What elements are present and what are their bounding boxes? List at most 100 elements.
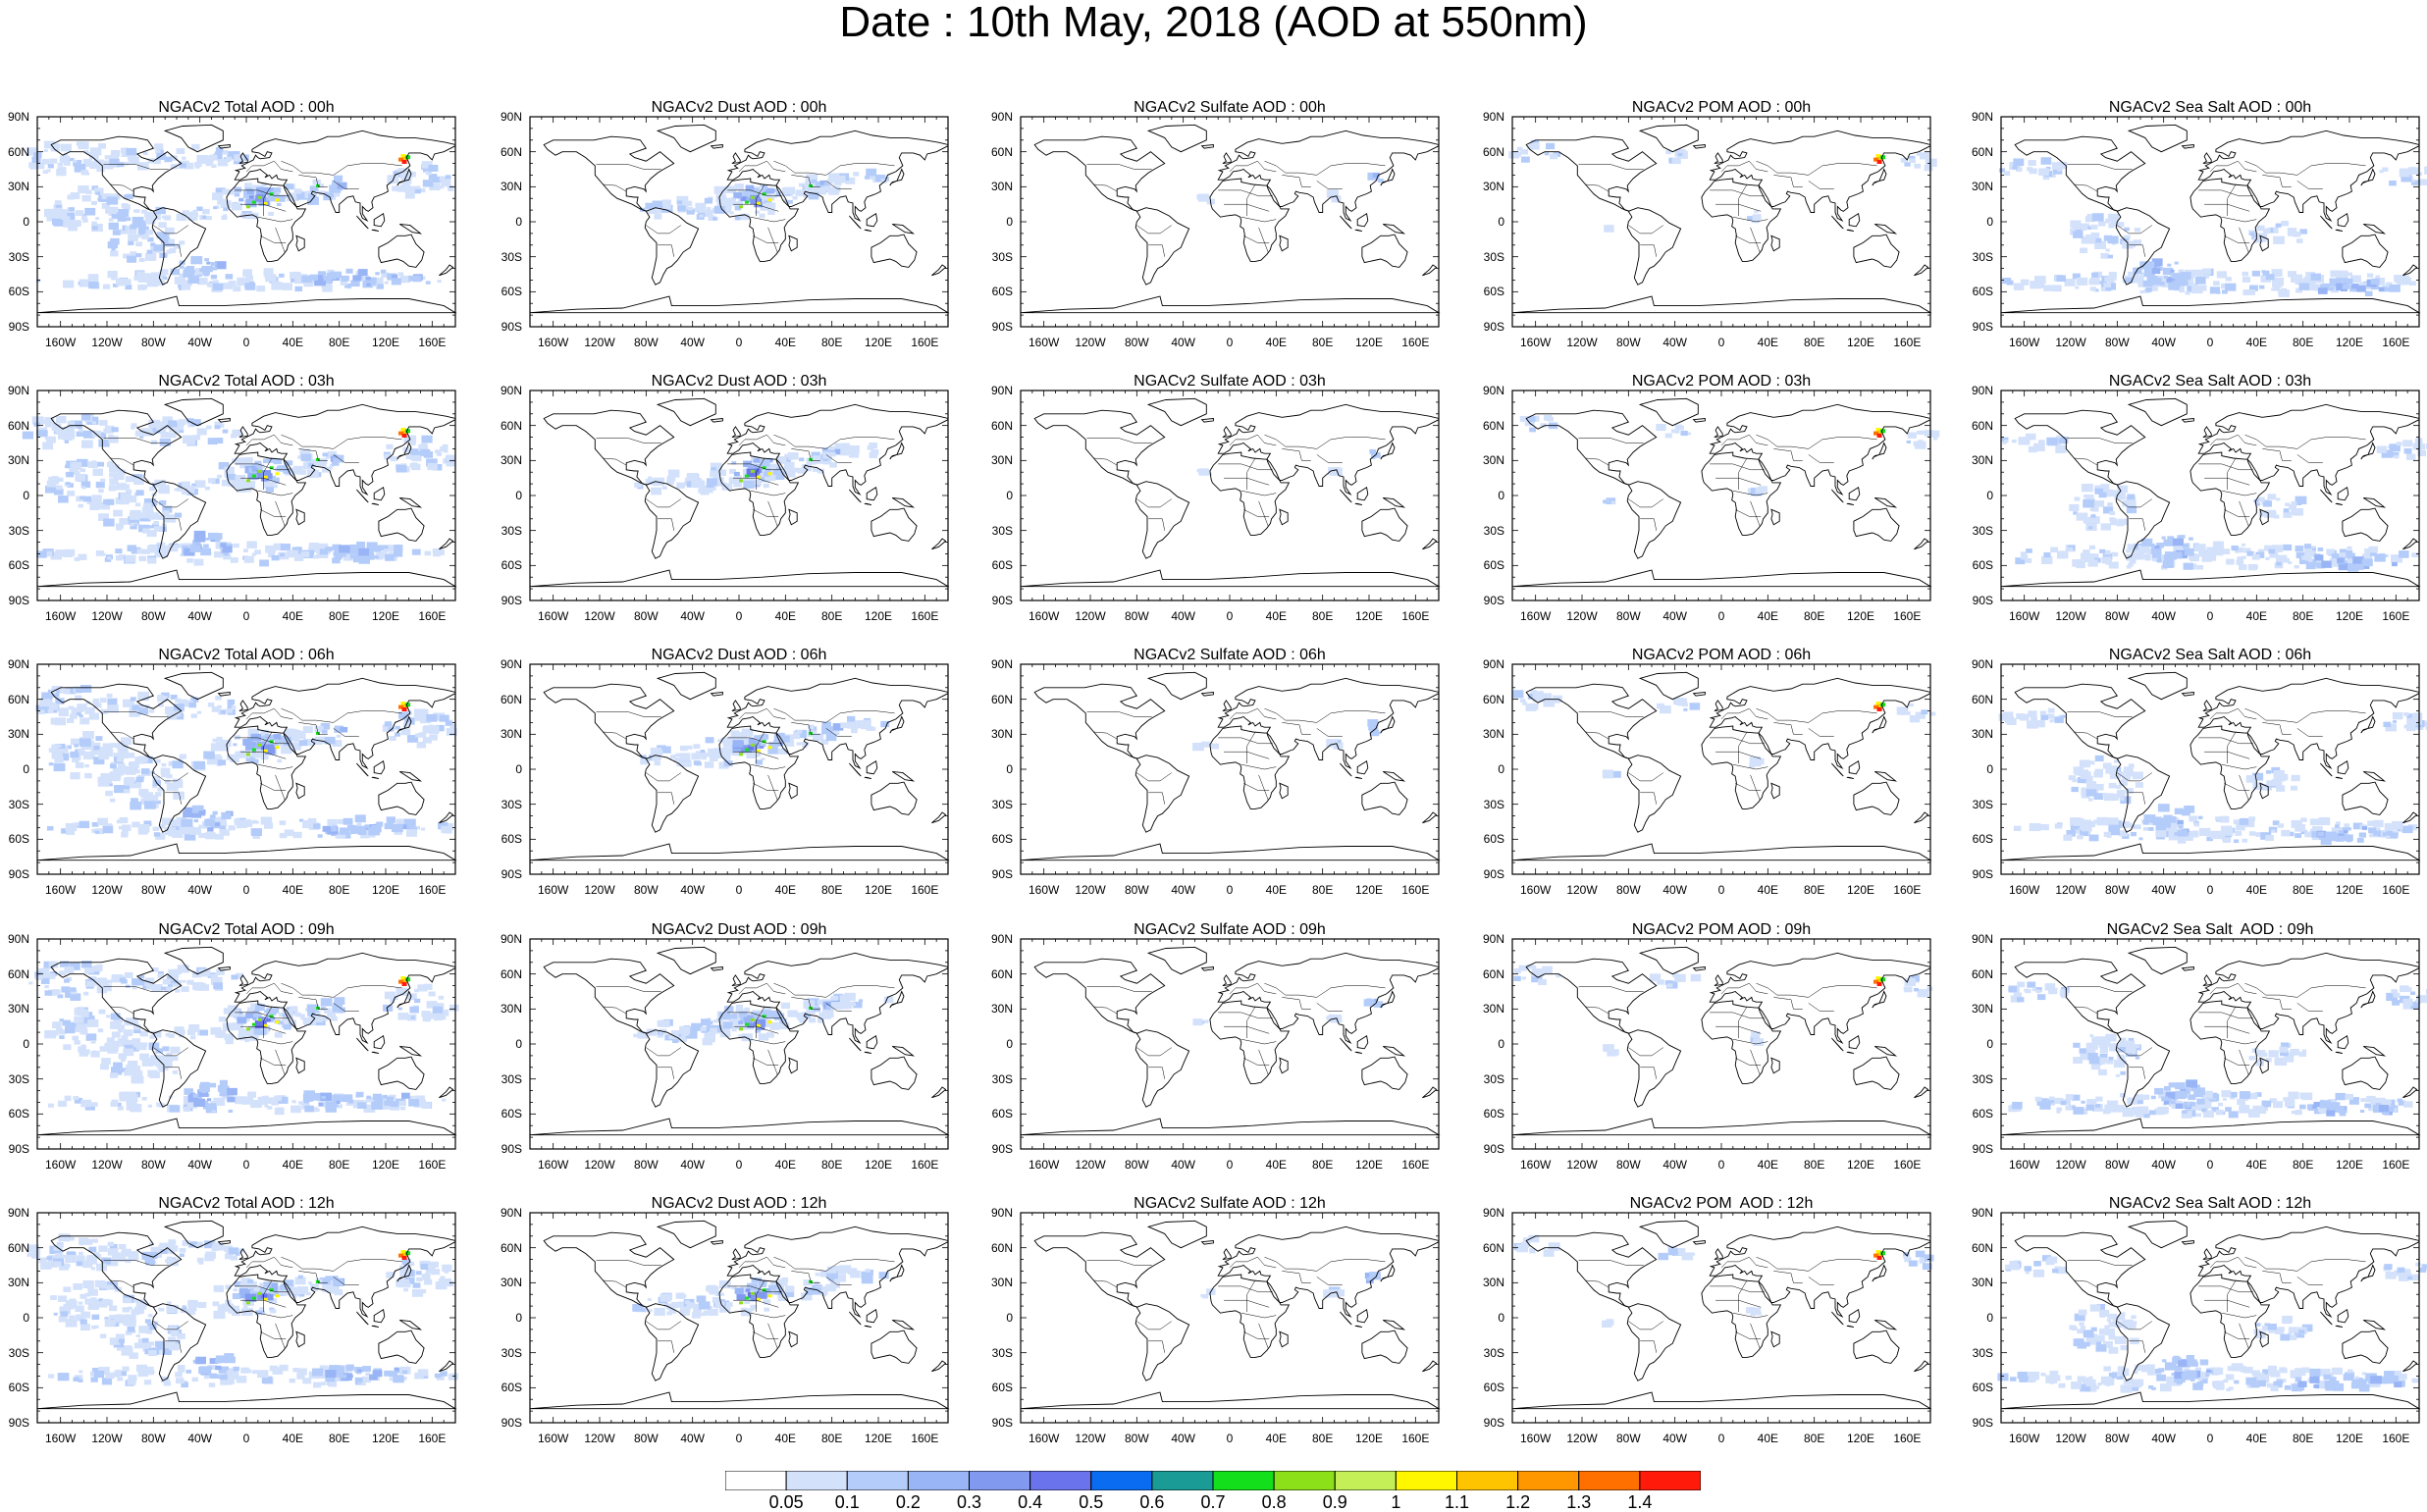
aod-cell (208, 703, 214, 706)
lon-label: 0 (1208, 884, 1251, 896)
aod-cell (2056, 445, 2065, 451)
aod-cell (687, 746, 693, 750)
lon-label: 40W (1654, 337, 1697, 348)
aod-cell (773, 469, 781, 475)
aod-cell (685, 201, 692, 206)
aod-hotspot (252, 749, 256, 752)
aod-cell (2101, 523, 2111, 530)
aod-cell (2339, 563, 2348, 570)
aod-cell (154, 143, 163, 149)
aod-cell (49, 762, 54, 765)
aod-cell (202, 209, 210, 214)
aod-cell (2295, 565, 2299, 568)
lon-label: 40W (2142, 610, 2186, 622)
aod-cell (154, 526, 162, 532)
aod-cell (61, 144, 72, 152)
aod-cell (92, 469, 103, 476)
aod-cell (97, 462, 104, 467)
aod-cell (2304, 544, 2311, 548)
lat-label: 90S (0, 868, 29, 880)
lon-label: 160E (1394, 337, 1437, 348)
aod-cell (267, 483, 273, 487)
aod-cell (85, 161, 93, 167)
aod-cell (63, 689, 71, 694)
aod-cell (385, 823, 394, 829)
aod-cell (295, 275, 301, 279)
aod-cell (68, 492, 74, 495)
lat-label: 60N (1960, 146, 1993, 158)
aod-cell (57, 212, 67, 219)
aod-cell (156, 423, 166, 430)
aod-cell (374, 555, 378, 558)
aod-cell (194, 559, 204, 566)
aod-cell (2075, 287, 2079, 289)
aod-cell (217, 475, 222, 478)
world-map (1512, 664, 1930, 874)
lat-label: 90N (489, 385, 522, 396)
lon-label: 40W (671, 337, 714, 348)
aod-cell (754, 458, 760, 462)
aod-cell (70, 752, 79, 757)
aod-cell (79, 280, 86, 285)
aod-cell (2273, 229, 2278, 232)
aod-cell (274, 734, 282, 740)
aod-cell (205, 832, 215, 839)
lat-label: 30N (979, 181, 1013, 192)
lon-label: 0 (717, 884, 761, 896)
aod-cell (1367, 719, 1378, 727)
aod-cell (234, 544, 239, 547)
aod-hotspot (1877, 434, 1882, 438)
lon-label: 0 (1700, 610, 1743, 622)
aod-cell (1326, 739, 1338, 747)
aod-cell (118, 216, 127, 222)
aod-cell (240, 819, 251, 827)
aod-cell (178, 419, 185, 425)
aod-cell (125, 555, 135, 563)
aod-cell (373, 547, 381, 552)
aod-hotspot (739, 205, 743, 208)
aod-cell (2133, 268, 2141, 275)
lat-label: 30N (0, 181, 29, 192)
aod-hotspot (258, 470, 262, 473)
lon-label: 80W (1115, 884, 1158, 896)
aod-cell (2126, 549, 2131, 553)
aod-cell (98, 751, 108, 757)
aod-cell (2171, 270, 2175, 273)
lon-label: 80E (1301, 884, 1345, 896)
aod-cell (2177, 535, 2182, 539)
lat-label: 30S (489, 799, 522, 810)
aod-cell (206, 426, 211, 430)
aod-cell (400, 184, 411, 191)
aod-cell (2295, 546, 2304, 551)
aod-cell (116, 279, 127, 287)
aod-cell (2155, 546, 2160, 548)
aod-cell (103, 826, 113, 833)
world-map (530, 117, 948, 327)
aod-cell (764, 734, 767, 737)
aod-hotspot (246, 479, 250, 482)
aod-cell (2160, 282, 2165, 286)
aod-cell (141, 768, 149, 774)
lon-label: 160E (2374, 610, 2417, 622)
aod-cell (343, 818, 353, 825)
aod-cell (376, 821, 383, 826)
aod-cell (2021, 554, 2028, 559)
aod-cell (2033, 443, 2045, 451)
aod-cell (2392, 562, 2398, 566)
aod-cell (131, 697, 136, 701)
aod-cell (2168, 283, 2179, 290)
aod-cell (2299, 229, 2307, 234)
aod-cell (175, 699, 181, 703)
aod-hotspot (745, 749, 749, 752)
aod-cell (168, 433, 176, 439)
lon-label: 0 (1208, 610, 1251, 622)
aod-cell (147, 250, 153, 254)
aod-cell (2390, 285, 2401, 292)
aod-cell (1683, 708, 1687, 711)
lat-label: 90N (979, 385, 1013, 396)
aod-cell (1331, 468, 1343, 476)
panel-title: NGACv2 Sea Salt AOD : 00h (2001, 99, 2419, 117)
panel-title: NGACv2 POM AOD : 03h (1512, 373, 1930, 391)
aod-cell (217, 199, 226, 205)
aod-cell (1657, 704, 1664, 709)
